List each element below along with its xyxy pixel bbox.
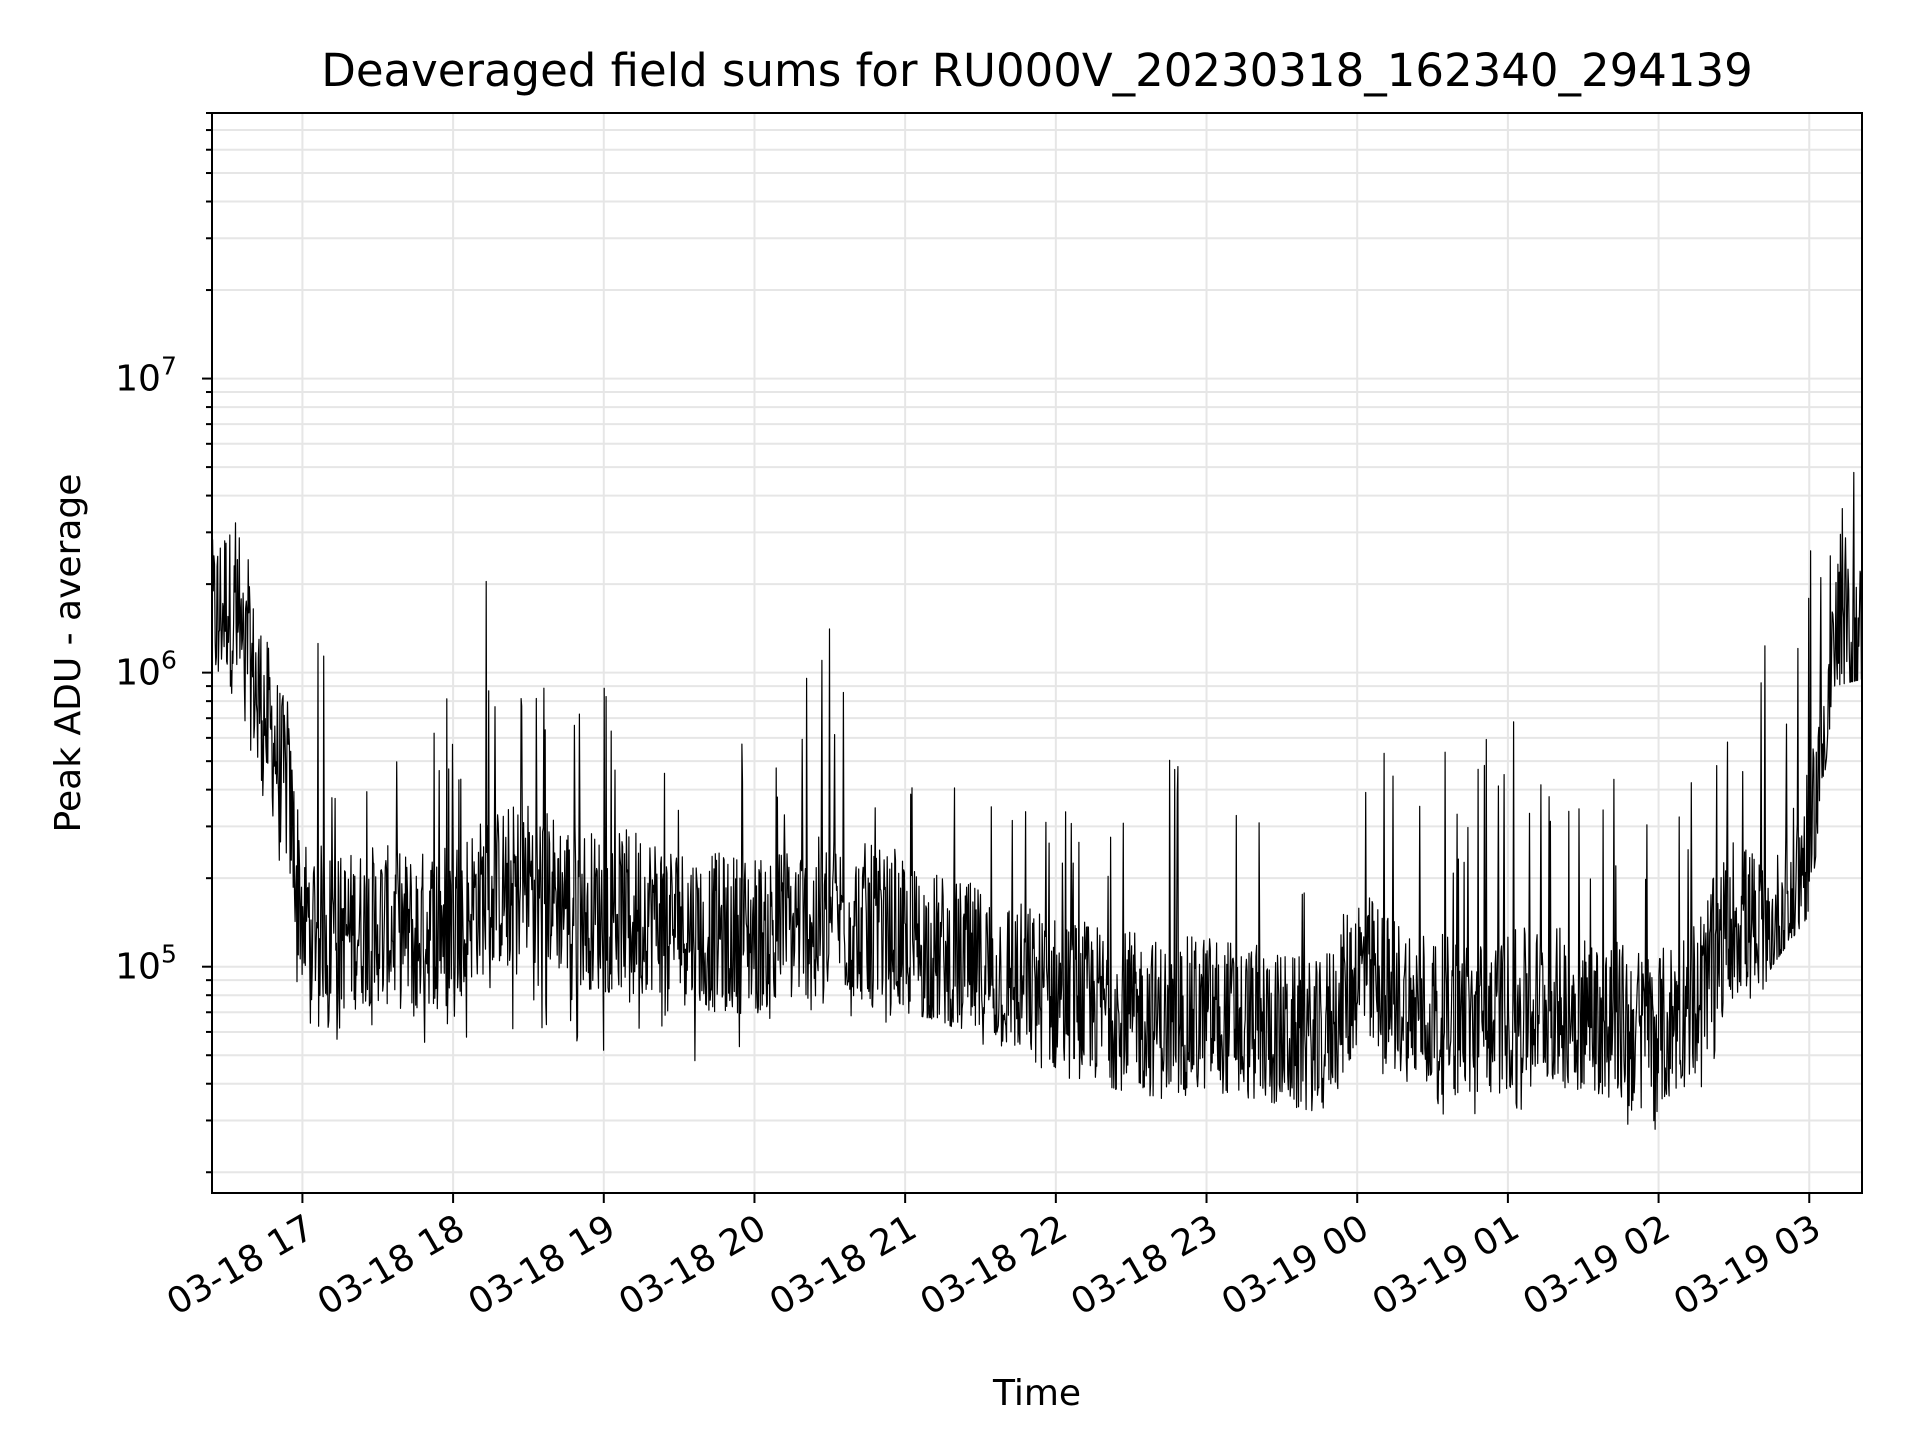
y-axis: 105 106 107	[115, 112, 212, 1174]
y-tick-label: 107	[115, 352, 177, 400]
plot-frame	[211, 112, 1863, 1194]
grid-layer	[212, 112, 1862, 1193]
chart-title: Deaveraged field sums for RU000V_2023031…	[321, 44, 1753, 97]
y-axis-label: Peak ADU - average	[48, 474, 89, 833]
x-axis-label: Time	[992, 1373, 1081, 1414]
y-tick-label: 105	[115, 940, 177, 988]
y-tick-label: 106	[115, 646, 177, 694]
data-line-layer	[211, 471, 1863, 1130]
series-line	[211, 471, 1863, 1130]
